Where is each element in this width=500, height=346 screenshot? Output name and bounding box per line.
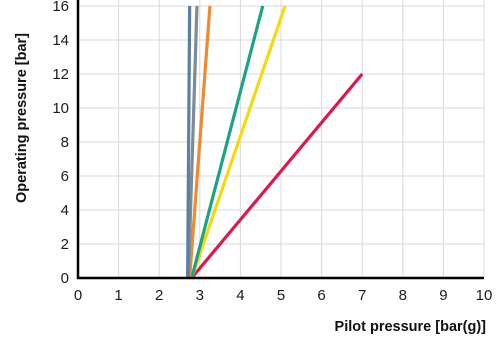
y-tick-label-6: 12	[52, 66, 69, 83]
y-tick-label-5: 10	[52, 100, 69, 117]
y-tick-label-8: 16	[52, 0, 69, 15]
x-tick-label-7: 7	[358, 287, 366, 304]
x-tick-label-10: 10	[476, 287, 493, 304]
x-tick-label-8: 8	[399, 287, 407, 304]
x-tick-label-6: 6	[317, 287, 325, 304]
y-tick-label-1: 2	[61, 236, 69, 253]
x-tick-label-4: 4	[236, 287, 244, 304]
x-tick-label-1: 1	[114, 287, 122, 304]
y-axis-title: Operating pressure [bar]	[14, 33, 30, 203]
series-line-1	[190, 72, 364, 280]
x-tick-label-5: 5	[277, 287, 285, 304]
y-tick-label-7: 14	[52, 32, 69, 49]
series-line-5	[186, 5, 199, 279]
y-tick-labels: 0 2 4 6 8 10 12 14 16	[52, 0, 69, 287]
series-line-2	[190, 5, 287, 279]
axes	[76, 0, 484, 280]
grid	[77, 0, 485, 279]
series-line-4	[188, 5, 212, 279]
y-tick-label-3: 6	[61, 168, 69, 185]
x-tick-label-0: 0	[74, 287, 82, 304]
y-tick-label-2: 4	[61, 202, 69, 219]
y-tick-label-4: 8	[61, 134, 69, 151]
series-lines	[186, 5, 364, 280]
x-tick-label-3: 3	[196, 287, 204, 304]
x-tick-labels: 0 1 2 3 4 5 6 7 8 9 10	[74, 287, 493, 304]
y-tick-label-0: 0	[61, 270, 69, 287]
x-tick-label-2: 2	[155, 287, 163, 304]
series-line-6	[186, 5, 192, 279]
series-line-3	[190, 5, 265, 279]
x-axis-title: Pilot pressure [bar(g)]	[335, 319, 487, 335]
x-tick-label-9: 9	[439, 287, 447, 304]
